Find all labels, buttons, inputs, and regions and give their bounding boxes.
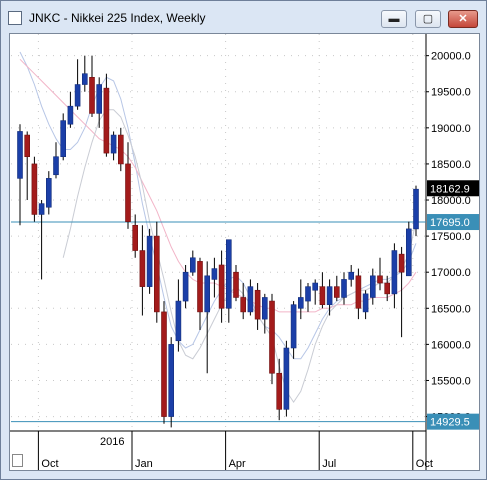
candle-body [269, 300, 275, 374]
candle-body [45, 178, 52, 208]
price-chart[interactable]: 15000.015500.016000.016500.017000.017500… [10, 34, 479, 470]
candle-body [262, 297, 268, 320]
candle-body [74, 84, 81, 107]
y-tick-label: 16500.0 [431, 303, 471, 315]
level-label: 17695.0 [430, 217, 470, 229]
moving-average-line [19, 58, 417, 313]
candle-body [204, 275, 210, 313]
candle-body [110, 134, 117, 154]
candle-body [254, 289, 261, 320]
candle-body [233, 271, 239, 298]
y-tick-label: 17000.0 [431, 267, 471, 279]
candle-body [276, 372, 283, 410]
candle-body [38, 203, 45, 215]
candle-body [67, 105, 74, 125]
candle-body [405, 228, 412, 277]
title-bar[interactable]: JNKC - Nikkei 225 Index, Weekly ▬ ▢ ✕ [1, 1, 486, 33]
candle-body [362, 293, 369, 313]
x-tick-label: Apr [229, 458, 246, 470]
chart-window-icon [8, 11, 22, 25]
candle-body [82, 73, 88, 85]
moving-average-line [62, 109, 417, 404]
candle-body [139, 250, 146, 287]
candle-body [369, 275, 376, 298]
candle-body [413, 188, 419, 230]
candle-body [247, 286, 254, 313]
x-tick-label: Jan [135, 458, 153, 470]
candle-body [96, 84, 102, 114]
candle-body [125, 163, 131, 222]
y-tick-label: 19000.0 [431, 123, 471, 135]
candle-body [197, 261, 203, 313]
candle-body [377, 275, 383, 284]
level-label: 14929.5 [430, 417, 470, 429]
year-label: 2016 [100, 436, 124, 448]
candle-body [103, 87, 110, 154]
candle-body [190, 257, 196, 273]
y-tick-label: 15500.0 [431, 375, 471, 387]
candle-body [146, 235, 153, 287]
candle-body [182, 271, 189, 302]
y-tick-label: 20000.0 [431, 51, 471, 63]
candle-body [319, 286, 326, 305]
candle-body [211, 268, 218, 280]
candle-body [175, 300, 182, 342]
candle-body [226, 239, 232, 309]
candle-body [240, 297, 246, 313]
y-tick-label: 18000.0 [431, 195, 471, 207]
candle-body [17, 131, 23, 179]
candle-body [132, 224, 138, 251]
window-title: JNKC - Nikkei 225 Index, Weekly [29, 11, 206, 25]
candle-body [118, 134, 124, 165]
candle-body [290, 304, 297, 349]
current-price-box [427, 180, 479, 197]
candle-body [305, 286, 311, 302]
candle-body [60, 120, 67, 158]
candle-body [53, 156, 59, 176]
candle-body [326, 286, 333, 305]
candle-body [384, 282, 391, 295]
close-button[interactable]: ✕ [448, 10, 478, 28]
candle-body [312, 282, 319, 291]
level-label-box [427, 413, 479, 430]
candle-body [89, 77, 95, 114]
candle-body [283, 347, 290, 410]
candle-body [168, 344, 174, 417]
minimize-button[interactable]: ▬ [381, 10, 407, 28]
candle-body [24, 134, 30, 158]
candle-body [31, 163, 38, 215]
candle-body [391, 250, 398, 295]
candle-body [348, 271, 355, 280]
current-price-label: 18162.9 [430, 183, 470, 195]
candle-body [333, 286, 340, 298]
candle-body [341, 279, 347, 298]
y-tick-label: 16000.0 [431, 339, 471, 351]
x-tick-label: Oct [41, 458, 58, 470]
candle-body [398, 253, 405, 273]
level-label-box [427, 214, 479, 231]
chart-area[interactable]: 15000.015500.016000.016500.017000.017500… [9, 33, 480, 471]
candle-body [297, 297, 304, 309]
y-tick-label: 19500.0 [431, 87, 471, 99]
candle-body [161, 311, 167, 417]
y-tick-label: 18500.0 [431, 159, 471, 171]
chart-scroll-box[interactable] [12, 454, 23, 467]
x-tick-label: Oct [416, 458, 433, 470]
candle-body [154, 235, 160, 313]
x-tick-label: Jul [322, 458, 336, 470]
y-tick-label: 17500.0 [431, 231, 471, 243]
candle-body [218, 264, 225, 309]
maximize-button[interactable]: ▢ [415, 10, 441, 28]
candle-body [355, 275, 362, 309]
